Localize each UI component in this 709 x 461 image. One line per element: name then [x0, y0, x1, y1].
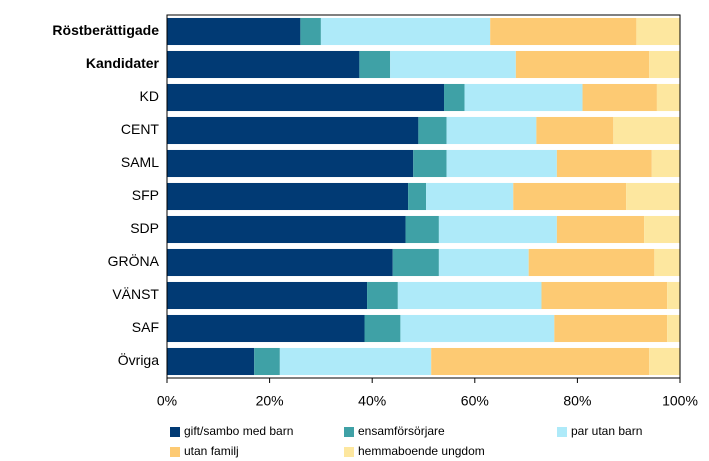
- bar-segment: [359, 50, 391, 79]
- bar-segment: [367, 281, 398, 310]
- bar-segment: [667, 314, 680, 343]
- bar-segment: [613, 116, 680, 145]
- bar-segment: [392, 248, 439, 277]
- bar-segment: [515, 50, 650, 79]
- y-tick-label: SDP: [130, 220, 159, 236]
- bar-segment: [667, 281, 680, 310]
- legend-label: par utan barn: [571, 424, 642, 438]
- bar-segment: [444, 83, 465, 112]
- bar-segment: [626, 182, 680, 211]
- bar-segment: [364, 314, 401, 343]
- legend-swatch: [170, 427, 180, 437]
- bar-segment: [446, 149, 557, 178]
- bar-segment: [167, 50, 360, 79]
- bar-segment: [390, 50, 516, 79]
- bar-segment: [656, 83, 680, 112]
- bar-segment: [513, 182, 627, 211]
- bar-segment: [167, 314, 365, 343]
- bar-segment: [636, 17, 680, 46]
- bar-segment: [167, 17, 301, 46]
- x-tick-label: 0%: [157, 393, 177, 409]
- y-tick-label: Övriga: [118, 351, 159, 368]
- y-tick-label: Kandidater: [86, 55, 160, 71]
- legend-swatch: [344, 447, 354, 457]
- y-tick-label: GRÖNA: [108, 252, 160, 269]
- bar-segment: [254, 347, 280, 376]
- legend-label: ensamförsörjare: [358, 424, 445, 438]
- x-tick-label: 20%: [256, 393, 284, 409]
- legend-label: gift/sambo med barn: [184, 424, 293, 438]
- y-tick-label: SFP: [132, 187, 159, 203]
- bar-segment: [400, 314, 555, 343]
- bar-segment: [556, 215, 645, 244]
- bar-segment: [167, 149, 414, 178]
- bar-segment: [418, 116, 447, 145]
- bar-segment: [167, 347, 255, 376]
- bar-segment: [431, 347, 650, 376]
- bar-segment: [167, 215, 406, 244]
- bar-segment: [167, 83, 445, 112]
- bar-segment: [528, 248, 655, 277]
- bar-segment: [167, 116, 419, 145]
- bar-segment: [649, 50, 680, 79]
- bar-segment: [397, 281, 542, 310]
- y-tick-label: SAF: [132, 319, 159, 335]
- y-tick-label: Röstberättigade: [52, 22, 159, 38]
- bar-segment: [582, 83, 657, 112]
- bar-segment: [536, 116, 614, 145]
- legend-swatch: [557, 427, 567, 437]
- bar-segment: [279, 347, 432, 376]
- x-tick-label: 100%: [662, 393, 698, 409]
- legend-label: utan familj: [184, 444, 239, 458]
- bar-segment: [490, 17, 637, 46]
- bar-segment: [405, 215, 439, 244]
- bar-segment: [556, 149, 652, 178]
- legend-swatch: [170, 447, 180, 457]
- bar-segment: [320, 17, 491, 46]
- bar-segment: [438, 248, 529, 277]
- bar-segment: [541, 281, 668, 310]
- x-tick-label: 40%: [358, 393, 386, 409]
- bar-segment: [426, 182, 514, 211]
- bar-segment: [408, 182, 427, 211]
- y-tick-label: KD: [140, 88, 159, 104]
- bar-segment: [649, 347, 680, 376]
- bar-segment: [167, 248, 393, 277]
- x-tick-label: 60%: [461, 393, 489, 409]
- bar-segment: [413, 149, 447, 178]
- bar-segment: [446, 116, 537, 145]
- y-tick-label: VÄNST: [112, 286, 159, 302]
- bar-segment: [300, 17, 321, 46]
- bar-segment: [167, 182, 409, 211]
- legend-swatch: [344, 427, 354, 437]
- bar-segment: [464, 83, 583, 112]
- bar-segment: [651, 149, 680, 178]
- y-tick-label: SAML: [121, 154, 159, 170]
- x-tick-label: 80%: [563, 393, 591, 409]
- bar-segment: [167, 281, 368, 310]
- bar-segment: [654, 248, 680, 277]
- plot-frame: [166, 14, 681, 379]
- bar-segment: [644, 215, 680, 244]
- legend-label: hemmaboende ungdom: [358, 444, 485, 458]
- bar-segment: [438, 215, 557, 244]
- y-tick-label: CENT: [121, 121, 160, 137]
- bar-segment: [554, 314, 668, 343]
